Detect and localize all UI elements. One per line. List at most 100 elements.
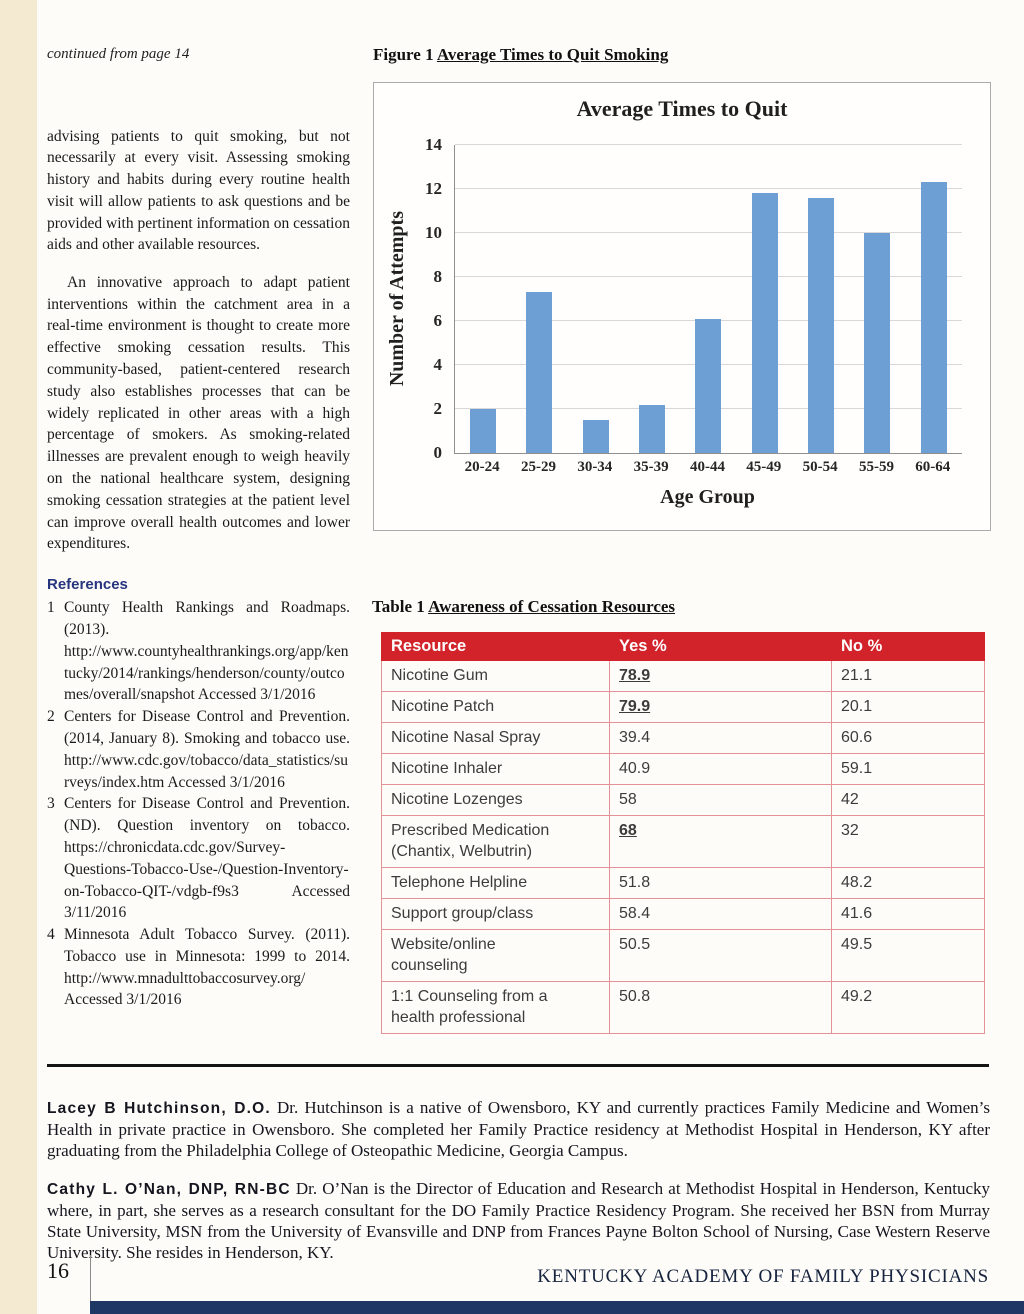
bar-column (568, 145, 624, 453)
chart-plot-area (454, 144, 962, 454)
bar-30-34 (582, 420, 609, 453)
no-percent-cell: 21.1 (831, 660, 985, 692)
resource-cell: Nicotine Nasal Spray (381, 722, 610, 754)
bar-column (737, 145, 793, 453)
chart-title: Average Times to Quit (576, 96, 788, 121)
table-row: Nicotine Gum 78.9 21.1 (381, 660, 985, 692)
yes-value: 51.8 (619, 874, 651, 891)
x-tick-label: 40-44 (689, 459, 725, 475)
bio-text: Dr. O’Nan is the Director of Education a… (47, 1179, 990, 1262)
yes-percent-cell: 39.4 (609, 722, 832, 754)
yes-percent-cell: 51.8 (609, 867, 832, 899)
yes-value: 78.9 (619, 667, 651, 684)
column-header-yes-percent: Yes % (609, 632, 832, 661)
article-column: advising patients to quit smoking, but n… (47, 110, 350, 1011)
bio-author-name: Lacey B Hutchinson, D.O. (47, 1100, 271, 1117)
yes-value: 39.4 (619, 729, 651, 746)
article-paragraph: advising patients to quit smoking, but n… (47, 127, 350, 254)
table-row: Website/online counseling 50.5 49.5 (381, 929, 985, 982)
resource-cell: Telephone Helpline (381, 867, 610, 899)
no-percent-cell: 49.2 (831, 981, 985, 1034)
no-percent-cell: 20.1 (831, 691, 985, 723)
column-header-resource: Resource (381, 632, 610, 661)
resource-cell: Prescribed Medication (Chantix, Welbutri… (381, 815, 610, 868)
bar-column (455, 145, 511, 453)
reference-number: 4 (47, 926, 55, 944)
yes-value: 50.5 (619, 936, 651, 953)
table-row: Nicotine Nasal Spray 39.4 60.6 (381, 722, 985, 754)
x-tick-label: 50-54 (802, 459, 838, 475)
yes-percent-cell: 68 (609, 815, 832, 868)
table-row: Telephone Helpline 51.8 48.2 (381, 867, 985, 899)
chart-y-axis-label-wrap: Number of Attempts (382, 145, 412, 453)
reference-number: 3 (47, 795, 55, 813)
bar-column (793, 145, 849, 453)
y-tick-label: 8 (433, 267, 443, 286)
footer-divider (90, 1255, 91, 1302)
resource-cell: Nicotine Gum (381, 660, 610, 692)
bar-25-29 (526, 292, 553, 453)
table-header-row: Resource Yes % No % (381, 632, 985, 661)
no-percent-cell: 48.2 (831, 867, 985, 899)
page-number: 16 (47, 1258, 69, 1283)
yes-percent-cell: 79.9 (609, 691, 832, 723)
journal-title: KENTUCKY ACADEMY OF FAMILY PHYSICIANS (537, 1266, 989, 1287)
x-tick-label: 55-59 (858, 459, 894, 475)
yes-value: 50.8 (619, 988, 651, 1005)
continued-note: continued from page 14 (47, 46, 190, 62)
bio-text: Dr. Hutchinson is a native of Owensboro,… (47, 1098, 990, 1160)
figure-1-chart: Average Times to Quit Number of Attempts… (373, 82, 991, 531)
bar-35-39 (639, 404, 666, 453)
resource-cell: Nicotine Patch (381, 691, 610, 723)
reference-text: Centers for Disease Control and Preventi… (64, 795, 350, 922)
chart-bars (455, 145, 962, 453)
no-percent-cell: 32 (831, 815, 985, 868)
yes-percent-cell: 40.9 (609, 753, 832, 785)
y-tick-label: 14 (425, 135, 442, 154)
reference-text: Centers for Disease Control and Preventi… (64, 708, 350, 791)
no-percent-cell: 59.1 (831, 753, 985, 785)
x-tick-label: 30-34 (577, 459, 613, 475)
table-row: 1:1 Counseling from a health professiona… (381, 981, 985, 1034)
table-caption-prefix: Table 1 (372, 597, 425, 616)
reference-text: County Health Rankings and Roadmaps. (20… (64, 599, 350, 704)
resource-cell: Nicotine Inhaler (381, 753, 610, 785)
y-tick-label: 10 (425, 223, 442, 242)
bar-50-54 (808, 197, 835, 453)
yes-percent-cell: 58 (609, 784, 832, 816)
figure-caption-prefix: Figure 1 (373, 45, 434, 64)
bio-paragraph: Cathy L. O’Nan, DNP, RN-BC Dr. O’Nan is … (47, 1178, 990, 1263)
yes-value: 58 (619, 791, 637, 808)
y-tick-label: 6 (433, 311, 443, 330)
reference-item: 2 Centers for Disease Control and Prevent… (47, 706, 350, 793)
table-row: Nicotine Inhaler 40.9 59.1 (381, 753, 985, 785)
bottom-accent-bar (90, 1301, 1024, 1314)
gridline (455, 276, 962, 277)
reference-item: 1 County Health Rankings and Roadmaps. (2… (47, 597, 350, 706)
y-tick-label: 0 (433, 443, 443, 462)
gridline (455, 144, 962, 145)
chart-x-axis-label: Age Group (660, 486, 755, 508)
y-tick-label: 12 (425, 179, 442, 198)
article-paragraph: An innovative approach to adapt patient … (47, 273, 350, 553)
gridline (455, 188, 962, 189)
yes-value: 40.9 (619, 760, 651, 777)
no-percent-cell: 42 (831, 784, 985, 816)
yes-percent-cell: 50.8 (609, 981, 832, 1034)
chart-y-axis-label: Number of Attempts (385, 211, 408, 387)
table-row: Prescribed Medication (Chantix, Welbutri… (381, 815, 985, 868)
no-percent-cell: 41.6 (831, 898, 985, 930)
y-tick-label: 4 (433, 355, 443, 374)
resource-cell: Support group/class (381, 898, 610, 930)
bar-40-44 (695, 318, 722, 453)
x-tick-label: 35-39 (633, 459, 669, 475)
reference-text: Minnesota Adult Tobacco Survey. (2011). … (64, 926, 350, 1009)
table-row: Nicotine Patch 79.9 20.1 (381, 691, 985, 723)
bar-column (624, 145, 680, 453)
bar-20-24 (470, 409, 497, 453)
resource-cell: 1:1 Counseling from a health professiona… (381, 981, 610, 1034)
column-header-no-percent: No % (831, 632, 985, 661)
resource-cell: Nicotine Lozenges (381, 784, 610, 816)
bar-45-49 (751, 193, 778, 453)
